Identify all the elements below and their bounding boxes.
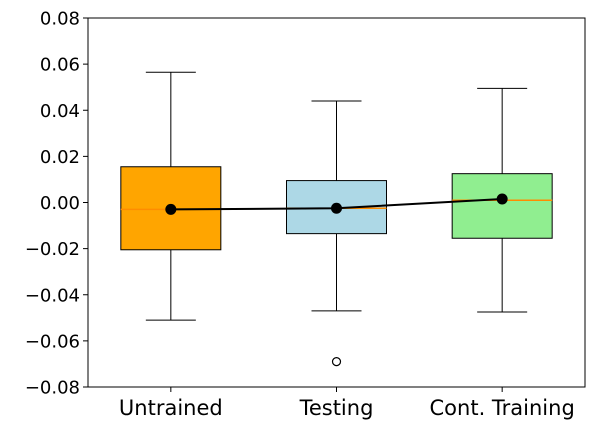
box-0 bbox=[120, 71, 222, 321]
outlier-point bbox=[331, 357, 342, 367]
x-axis: Untrained Testing Cont. Training bbox=[119, 387, 575, 420]
plot-frame bbox=[87, 17, 586, 388]
y-tick-label: −0.02 bbox=[25, 239, 80, 260]
y-tick-label: −0.06 bbox=[25, 331, 80, 352]
x-tick-label: Untrained bbox=[119, 396, 223, 420]
mean-point bbox=[496, 193, 508, 205]
mean-line-group bbox=[165, 193, 508, 215]
box-2 bbox=[451, 87, 553, 313]
x-tick-label: Cont. Training bbox=[430, 396, 575, 420]
box-1 bbox=[286, 100, 387, 367]
x-tick-label: Testing bbox=[299, 396, 374, 420]
y-tick-label: 0.02 bbox=[40, 147, 80, 168]
y-tick-label: −0.04 bbox=[25, 285, 80, 306]
y-tick-label: 0.08 bbox=[40, 9, 80, 30]
box-body bbox=[451, 173, 553, 239]
y-tick-label: 0.00 bbox=[40, 193, 80, 214]
y-tick-label: −0.08 bbox=[25, 378, 80, 399]
y-tick-label: 0.04 bbox=[40, 101, 80, 122]
y-axis: −0.08 −0.06 −0.04 −0.02 0.00 0.02 0.04 0.06 0.08 bbox=[25, 9, 88, 399]
mean-point bbox=[331, 202, 342, 214]
mean-point bbox=[165, 203, 177, 215]
y-tick-label: 0.06 bbox=[40, 55, 80, 76]
box-group bbox=[120, 71, 553, 367]
